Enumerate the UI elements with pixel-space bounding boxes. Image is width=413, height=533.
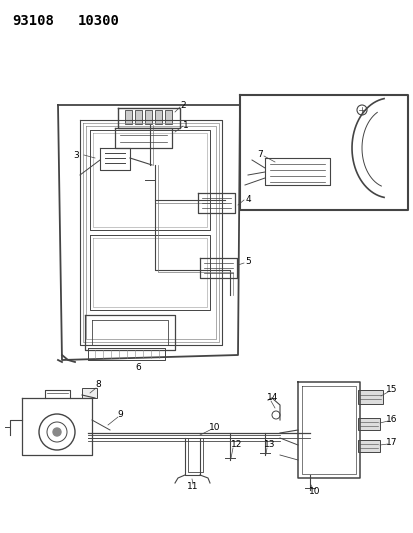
Text: 3: 3	[73, 150, 79, 159]
Text: 10: 10	[209, 424, 220, 432]
Text: 17: 17	[385, 439, 397, 448]
Text: 2: 2	[180, 101, 185, 109]
Text: 13: 13	[263, 440, 275, 449]
Text: 11: 11	[187, 482, 198, 491]
Text: 9: 9	[117, 410, 123, 419]
Text: 10300: 10300	[78, 14, 120, 28]
Text: 6: 6	[135, 364, 140, 373]
Bar	[357, 390, 382, 404]
Bar	[165, 110, 171, 124]
Text: 7: 7	[256, 149, 262, 158]
Text: 15: 15	[385, 385, 397, 394]
Bar	[145, 110, 152, 124]
Text: 1: 1	[183, 120, 188, 130]
Text: 10: 10	[309, 488, 320, 497]
Bar	[125, 110, 132, 124]
Text: 5: 5	[244, 257, 250, 266]
Text: 12: 12	[231, 440, 242, 449]
Text: 8: 8	[95, 381, 101, 390]
Bar	[357, 418, 379, 430]
Text: 93108: 93108	[12, 14, 54, 28]
Text: 14: 14	[267, 393, 278, 402]
Bar	[135, 110, 142, 124]
Text: 4: 4	[244, 196, 250, 205]
Bar	[357, 440, 379, 452]
Bar	[82, 388, 97, 398]
Circle shape	[53, 428, 61, 436]
Bar	[154, 110, 161, 124]
Text: 16: 16	[385, 416, 397, 424]
